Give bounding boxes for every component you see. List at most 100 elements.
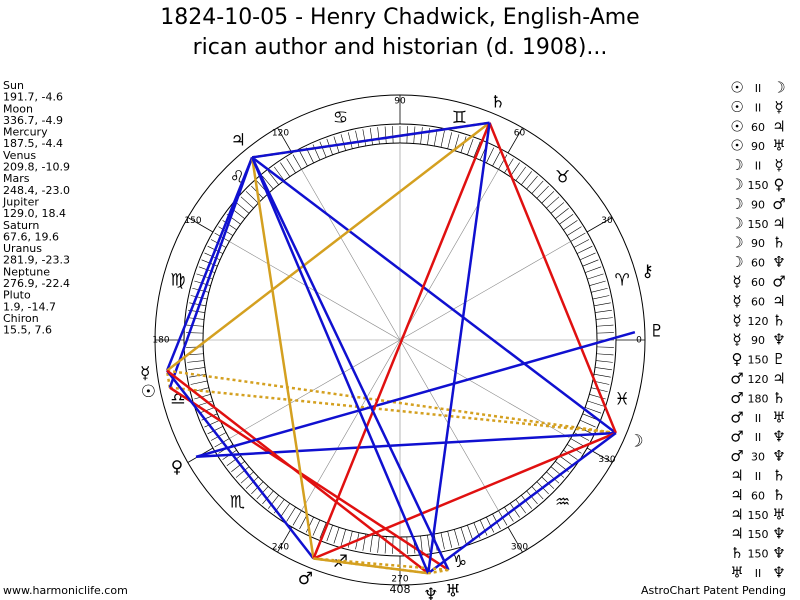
aspect-planet: ☿ [774, 156, 783, 174]
aspect-planet: ☽ [730, 214, 743, 232]
aspect-planet: ♄ [772, 234, 785, 252]
degree-tick [245, 476, 259, 489]
zodiac-sign: ♈ [615, 270, 630, 290]
degree-tick [576, 245, 593, 254]
degree-tick [305, 516, 314, 533]
degree-tick [460, 136, 467, 153]
degree-tick [207, 426, 224, 435]
aspect-planet: ☉ [730, 137, 743, 155]
degree-tick [546, 471, 560, 484]
aspect-type: 150 [748, 528, 769, 541]
aspect-line [196, 431, 616, 459]
zodiac-sign: ♍ [170, 270, 185, 290]
degree-tick [420, 127, 423, 145]
aspect-line [251, 121, 490, 159]
aspect-planet: ♂ [730, 447, 743, 465]
degree-tick [559, 455, 574, 467]
spoke [399, 339, 571, 439]
aspect-planet: ☽ [730, 176, 743, 194]
degree-tick [454, 529, 460, 546]
degree-label: 270 [391, 575, 408, 585]
spoke [301, 339, 401, 511]
aspect-planet: ♃ [772, 292, 785, 310]
aspect-planet: ☽ [730, 195, 743, 213]
aspect-planet: ♆ [772, 428, 785, 446]
aspect-planet: ♄ [730, 544, 743, 562]
degree-tick [384, 126, 387, 144]
degree-tick [550, 466, 565, 478]
aspect-planet: ♄ [772, 389, 785, 407]
aspect-line [166, 369, 429, 575]
degree-tick [377, 127, 380, 145]
planet-glyph: ♄ [490, 92, 505, 112]
aspect-line [169, 386, 616, 435]
degree-tick [596, 353, 614, 356]
degree-tick [292, 154, 302, 170]
degree-tick [280, 503, 291, 518]
aspect-line [250, 156, 430, 574]
aspect-type: 60 [751, 295, 765, 308]
degree-tick [235, 466, 250, 478]
degree-tick [555, 208, 569, 219]
degree-label: 60 [514, 129, 526, 139]
aspect-planet: ♆ [772, 525, 785, 543]
degree-tick [593, 373, 611, 378]
sign-divider [507, 526, 523, 553]
planet-coords: 1.9, -14.7 [3, 300, 56, 313]
planet-coords: 209.8, -10.9 [3, 161, 70, 174]
degree-tick [515, 499, 527, 514]
degree-tick [286, 158, 296, 174]
bottom-label: 408 [390, 583, 411, 596]
degree-label: 30 [601, 216, 613, 226]
degree-tick [292, 510, 302, 526]
aspect-type: 90 [751, 140, 765, 153]
degree-tick [570, 232, 586, 242]
aspect-type: 120 [748, 373, 769, 386]
degree-tick [231, 461, 245, 472]
degree-tick [587, 273, 604, 280]
degree-tick [214, 232, 230, 242]
degree-tick [473, 141, 481, 158]
planet-glyph: ♆ [423, 585, 438, 600]
aspect-line [427, 431, 617, 575]
planet-coords: 281.9, -23.3 [3, 254, 70, 267]
aspect-line [195, 331, 636, 458]
degree-tick [347, 132, 353, 149]
aspect-planet: ☽ [730, 253, 743, 271]
degree-tick [460, 527, 467, 544]
aspect-planet: ♃ [772, 117, 785, 135]
degree-tick [563, 449, 578, 460]
degree-tick [262, 490, 274, 505]
aspect-planet: ♂ [730, 370, 743, 388]
degree-tick [573, 432, 590, 441]
planet-glyph: ☉ [141, 382, 156, 402]
degree-tick [582, 259, 599, 267]
aspect-line [426, 122, 491, 574]
planet-coords: 248.4, -23.0 [3, 184, 70, 197]
aspect-planet: ♆ [772, 253, 785, 271]
planet-name: Saturn [3, 219, 39, 232]
degree-tick [595, 317, 613, 320]
spoke [399, 241, 571, 341]
planet-glyph: ♀ [171, 458, 183, 478]
aspect-planet: ☉ [730, 79, 743, 97]
aspect-type: 90 [751, 198, 765, 211]
zodiac-sign: ♏ [230, 493, 245, 513]
degree-tick [592, 295, 610, 300]
footer-left: www.harmoniclife.com [3, 584, 128, 597]
spoke [229, 339, 401, 439]
degree-tick [188, 367, 205, 371]
degree-label: 300 [511, 542, 528, 552]
degree-tick [326, 525, 333, 542]
aspect-type: 90 [751, 334, 765, 347]
degree-tick [440, 130, 445, 148]
aspect-planet: ♃ [730, 505, 743, 523]
planet-name: Venus [3, 149, 36, 162]
spoke [399, 169, 499, 341]
aspect-planet: ♃ [772, 214, 785, 232]
planet-coords: 129.0, 18.4 [3, 207, 66, 220]
aspect-type: 180 [748, 392, 769, 405]
degree-tick [280, 162, 291, 177]
aspect-type: 150 [748, 509, 769, 522]
aspect-planet: ♃ [730, 467, 743, 485]
